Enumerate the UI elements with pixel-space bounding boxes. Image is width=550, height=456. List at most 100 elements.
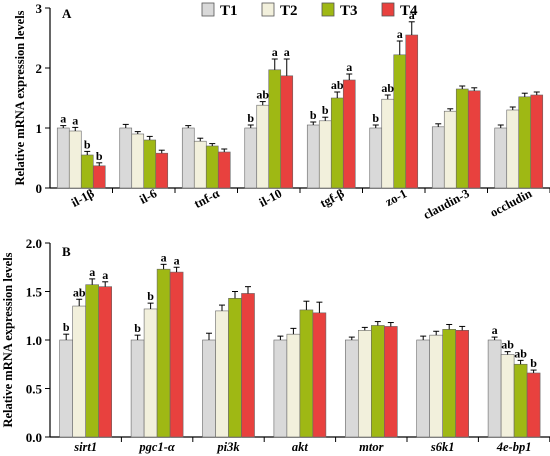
- bar: [68, 130, 82, 189]
- significance-label: a: [60, 112, 66, 126]
- category-label: il-6: [137, 186, 159, 207]
- bar: [268, 69, 282, 189]
- significance-label: a: [174, 253, 180, 267]
- significance-label: a: [161, 250, 167, 264]
- bar: [506, 109, 520, 189]
- bar: [92, 165, 106, 189]
- bar: [393, 54, 407, 189]
- category-label: s6k1: [430, 440, 455, 454]
- category-label: claudin-3: [421, 186, 472, 222]
- bar: [467, 90, 481, 189]
- bar: [431, 126, 445, 189]
- y-tick-label: 0.5: [26, 382, 43, 397]
- significance-label: b: [247, 111, 254, 125]
- bar: [530, 94, 544, 189]
- bar: [500, 354, 515, 438]
- bar: [80, 154, 94, 189]
- y-tick-label: 1: [36, 121, 43, 136]
- bar: [312, 312, 327, 438]
- y-tick-label: 0.0: [26, 430, 42, 445]
- significance-label: a: [409, 8, 415, 22]
- legend-label-t1: T1: [220, 3, 238, 19]
- significance-label: a: [72, 113, 78, 127]
- bar: [357, 329, 372, 438]
- bar: [169, 271, 184, 438]
- y-tick-label: 0: [36, 181, 43, 196]
- category-label: pgc1-α: [138, 440, 175, 454]
- significance-label: a: [397, 27, 403, 41]
- bar: [369, 127, 383, 189]
- bar: [280, 75, 294, 189]
- bar: [330, 97, 344, 189]
- category-label: tgf-β: [318, 186, 347, 210]
- bar: [131, 133, 145, 189]
- category-label: occludin: [488, 186, 534, 220]
- significance-label: a: [284, 45, 290, 59]
- bar: [429, 334, 444, 438]
- bar: [156, 268, 171, 438]
- legend-label-t2: T2: [280, 3, 298, 19]
- bar: [181, 127, 195, 189]
- significance-label: b: [84, 137, 91, 151]
- bar: [383, 326, 398, 438]
- category-label: sirt1: [73, 440, 97, 454]
- significance-label: ab: [256, 88, 269, 102]
- bar: [217, 151, 231, 189]
- significance-label: b: [322, 103, 329, 117]
- bar: [193, 140, 207, 189]
- bar: [381, 98, 395, 189]
- bar: [526, 372, 541, 438]
- bar: [98, 286, 112, 438]
- y-tick-label: 2: [36, 61, 43, 76]
- bar: [119, 127, 133, 189]
- legend-label-t3: T3: [340, 3, 358, 19]
- legend-swatch-t1: [201, 2, 215, 17]
- bar: [342, 79, 356, 189]
- significance-label: a: [272, 45, 278, 59]
- bar: [85, 284, 99, 438]
- significance-label: b: [530, 356, 537, 370]
- bar: [405, 34, 419, 189]
- bar: [370, 325, 385, 438]
- y-tick-label: 2.0: [26, 236, 42, 251]
- bar: [306, 124, 320, 189]
- significance-label: a: [346, 60, 352, 74]
- panel-label: A: [62, 6, 72, 21]
- y-tick-label: 1.0: [26, 333, 42, 348]
- y-axis-label: Relative mRNA expression levels: [1, 252, 15, 427]
- bar: [344, 339, 359, 438]
- category-label: zo-1: [383, 186, 409, 209]
- y-tick-label: 1.5: [26, 285, 43, 300]
- y-axis-label: Relative mRNA expression levels: [13, 10, 27, 185]
- bar: [244, 127, 258, 189]
- category-label: 4e-bp1: [496, 440, 532, 454]
- legend-swatch-t2: [261, 2, 275, 17]
- bar: [143, 308, 158, 438]
- significance-label: b: [147, 289, 154, 303]
- bar: [215, 310, 229, 438]
- significance-label: ab: [331, 78, 344, 92]
- significance-label: b: [96, 149, 103, 163]
- category-label: il-1β: [69, 186, 97, 210]
- bar: [72, 305, 86, 438]
- category-label: il-10: [257, 186, 284, 209]
- bar: [273, 339, 288, 438]
- legend-swatch-t4: [381, 2, 395, 17]
- significance-label: ab: [501, 338, 514, 352]
- significance-label: ab: [514, 346, 527, 360]
- bar: [286, 333, 301, 438]
- bar: [318, 120, 332, 189]
- category-label: mtor: [359, 440, 383, 454]
- bar: [513, 363, 528, 438]
- legend-swatch-t3: [321, 2, 335, 17]
- bar: [228, 297, 242, 438]
- category-label: tnf-α: [192, 186, 222, 211]
- significance-label: ab: [381, 81, 394, 95]
- category-label: pi3k: [216, 440, 240, 454]
- bar: [494, 127, 508, 189]
- bar: [56, 127, 70, 189]
- bar: [455, 88, 469, 189]
- bar: [256, 104, 270, 189]
- significance-label: b: [310, 108, 317, 122]
